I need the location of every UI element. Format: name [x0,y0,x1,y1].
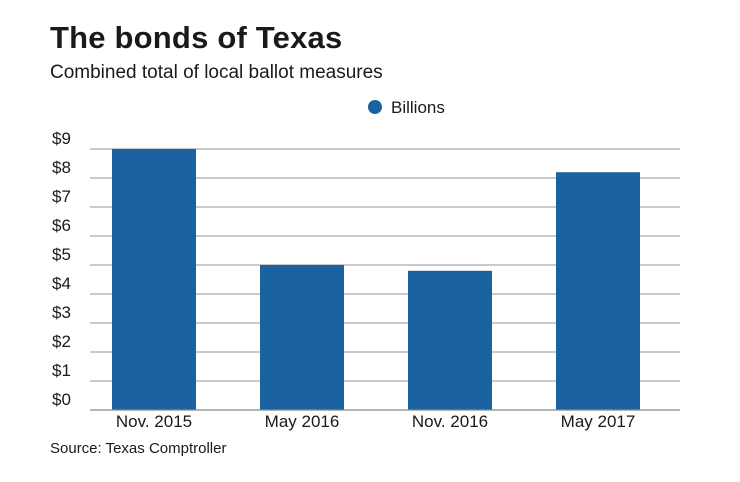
y-tick-label: $9 [52,129,71,148]
y-tick-label: $6 [52,216,71,235]
bar [556,172,640,410]
y-tick-label: $4 [52,274,71,293]
chart-subtitle: Combined total of local ballot measures [50,62,383,83]
y-tick-label: $3 [52,303,71,322]
y-tick-label: $5 [52,245,71,264]
y-tick-label: $1 [52,361,71,380]
x-tick-label: May 2017 [561,412,636,431]
source-note: Source: Texas Comptroller [50,440,227,457]
x-tick-label: May 2016 [265,412,340,431]
bar [408,270,492,410]
bar [260,265,344,410]
y-tick-label: $0 [52,390,71,409]
y-tick-label: $2 [52,332,71,351]
x-tick-label: Nov. 2016 [412,412,488,431]
legend-label: Billions [391,98,445,117]
x-tick-label: Nov. 2015 [116,412,192,431]
chart-title: The bonds of Texas [50,20,343,55]
bar [112,149,196,410]
legend-marker [368,100,382,114]
y-tick-label: $7 [52,187,71,206]
y-tick-label: $8 [52,158,71,177]
